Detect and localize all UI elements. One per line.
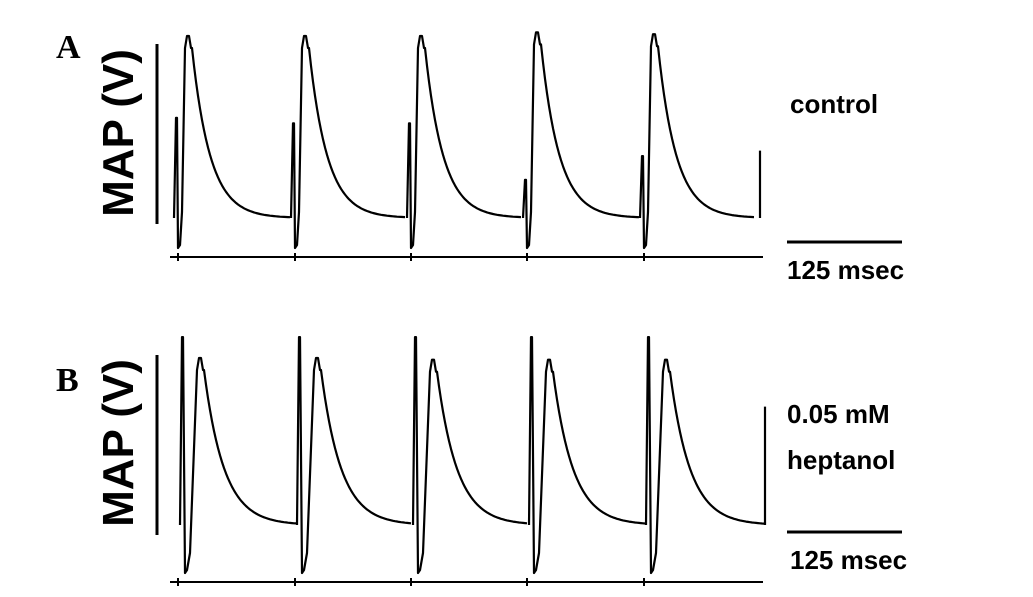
panel-a-map-beat-4 bbox=[521, 31, 640, 250]
panel-b-map-beat-2 bbox=[295, 336, 412, 575]
panel-b-ylabel: MAP (V) bbox=[94, 359, 143, 527]
panel-a-letter: A bbox=[56, 29, 81, 66]
panel-b-letter: B bbox=[56, 362, 79, 399]
panel-a-map-beat-2 bbox=[289, 34, 406, 250]
panel-b: B MAP (V) 0.05 mM heptanol 125 msec bbox=[56, 336, 907, 586]
panel-a: A MAP (V) control 125 msec bbox=[56, 29, 904, 285]
panel-b-trace-group bbox=[178, 336, 767, 575]
panel-b-map-beat-1 bbox=[178, 336, 297, 575]
panel-a-map-beat-3 bbox=[405, 34, 522, 250]
panel-a-scale-bar-label: 125 msec bbox=[787, 255, 904, 285]
panel-b-ticks bbox=[177, 578, 645, 586]
panel-a-map-beat-5 bbox=[638, 33, 755, 250]
panel-b-scale-bar-label: 125 msec bbox=[790, 545, 907, 575]
panel-a-ylabel: MAP (V) bbox=[94, 49, 143, 217]
panel-a-map-beat-1 bbox=[172, 34, 291, 250]
panel-a-ticks bbox=[177, 253, 645, 261]
panel-b-map-beat-4 bbox=[527, 336, 646, 575]
panel-a-condition-line-1: control bbox=[790, 89, 878, 119]
panel-b-condition-line-2: heptanol bbox=[787, 445, 895, 475]
panel-b-map-beat-5 bbox=[644, 336, 767, 575]
panel-b-condition-line-1: 0.05 mM bbox=[787, 399, 890, 429]
panel-b-map-beat-3 bbox=[411, 336, 528, 575]
panel-a-trace-group bbox=[172, 31, 762, 250]
